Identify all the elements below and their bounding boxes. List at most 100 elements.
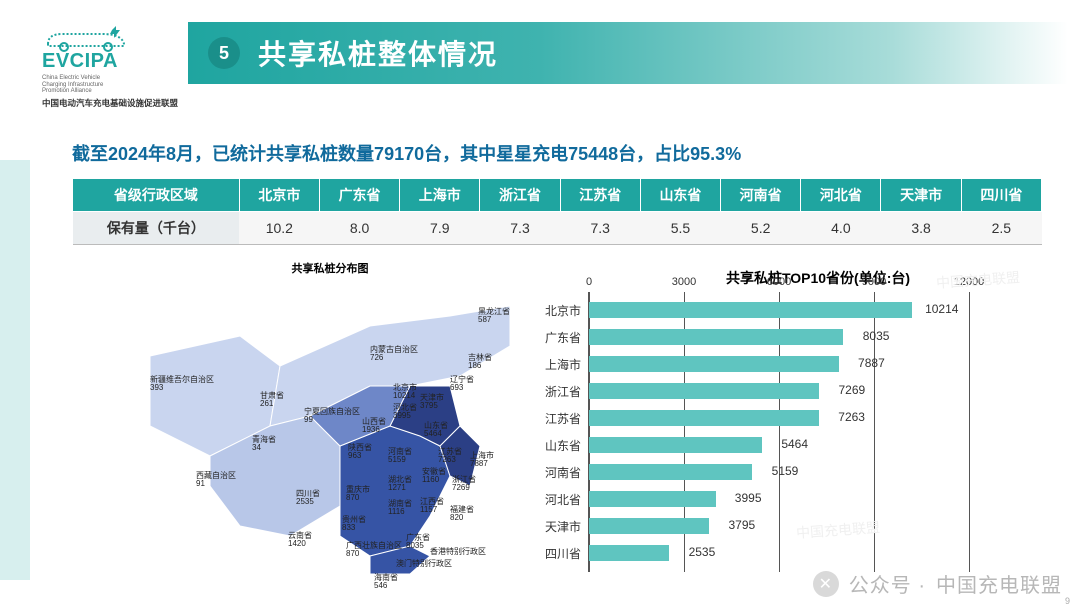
map-province-label: 云南省1420 xyxy=(288,532,312,548)
map-province-label: 澳门特别行政区 xyxy=(396,560,452,568)
map-province-label: 内蒙古自治区726 xyxy=(370,346,418,362)
chart-row: 天津市3795 xyxy=(589,512,709,540)
chart-value-label: 3795 xyxy=(728,518,755,532)
map-province-label: 广西壮族自治区870 xyxy=(346,542,402,558)
map-province-label: 甘肃省261 xyxy=(260,392,284,408)
chart-value-label: 7269 xyxy=(838,383,865,397)
watermark-text: 中国充电联盟 xyxy=(936,569,1062,598)
map-province-label: 福建省820 xyxy=(450,506,474,522)
chart-tick: 0 xyxy=(586,276,592,288)
chart-row-label: 四川省 xyxy=(523,545,587,562)
chart-row-label: 天津市 xyxy=(523,518,587,535)
map-province-label: 河南省5159 xyxy=(388,448,412,464)
table-col-header: 上海市 xyxy=(400,179,480,212)
table-cell: 2.5 xyxy=(961,212,1041,245)
chart-row: 江苏省7263 xyxy=(589,404,819,432)
table-cell: 4.0 xyxy=(801,212,881,245)
section-number-badge: 5 xyxy=(208,37,240,69)
summary-sentence: 截至2024年8月，已统计共享私桩数量79170台，其中星星充电75448台，占… xyxy=(72,140,741,166)
map-province-label: 陕西省963 xyxy=(348,444,372,460)
table-col-header: 河北省 xyxy=(801,179,881,212)
table-cell: 7.3 xyxy=(480,212,560,245)
chart-gridline xyxy=(969,292,970,572)
brand-zh: 中国电动汽车充电基础设施促进联盟 xyxy=(42,97,178,109)
map-province-label: 湖北省1271 xyxy=(388,476,412,492)
chart-value-label: 7887 xyxy=(858,356,885,370)
brand-logo: EVCIPA China Electric VehicleCharging In… xyxy=(42,24,182,109)
map-province-label: 浙江省7269 xyxy=(452,476,476,492)
chart-value-label: 8035 xyxy=(863,329,890,343)
chart-row-label: 山东省 xyxy=(523,437,587,454)
chart-row: 北京市10214 xyxy=(589,296,912,324)
chart-row: 四川省2535 xyxy=(589,539,669,567)
table-col-header: 山东省 xyxy=(640,179,720,212)
map-province-label: 贵州省833 xyxy=(342,516,366,532)
map-province-label: 吉林省186 xyxy=(468,354,492,370)
china-map: 黑龙江省587 内蒙古自治区726 吉林省186 辽宁省693 新疆维吾尔自治区393 甘… xyxy=(110,276,540,576)
chart-row: 河北省3995 xyxy=(589,485,716,513)
watermark-prefix: 公众号 · xyxy=(849,569,926,598)
table-cell: 7.9 xyxy=(400,212,480,245)
map-panel: 共享私桩分布图 黑龙江省587 内蒙古自治区726 吉林省186 辽宁省693 新疆维吾… xyxy=(110,260,550,580)
chart-bar: 5159 xyxy=(589,464,752,480)
map-province-label: 西藏自治区91 xyxy=(196,472,236,488)
chart-bar: 3995 xyxy=(589,491,716,507)
chart-bar: 7887 xyxy=(589,356,839,372)
page-title: 共享私桩整体情况 xyxy=(258,33,498,73)
table-cell: 10.2 xyxy=(239,212,319,245)
map-province-label: 江苏省7263 xyxy=(438,448,462,464)
map-province-label: 四川省2535 xyxy=(296,490,320,506)
chart-row-label: 上海市 xyxy=(523,356,587,373)
map-province-label: 江西省1157 xyxy=(420,498,444,514)
map-province-label: 重庆市870 xyxy=(346,486,370,502)
chart-row: 河南省5159 xyxy=(589,458,752,486)
map-province-label: 黑龙江省587 xyxy=(478,308,510,324)
map-province-label: 河北省3995 xyxy=(393,404,417,420)
chart-value-label: 2535 xyxy=(689,545,716,559)
province-table: 省级行政区域北京市广东省上海市浙江省江苏省山东省河南省河北省天津市四川省 保有量… xyxy=(72,178,1042,245)
map-province-label: 湖南省1116 xyxy=(388,500,412,516)
top10-barchart: 共享私桩TOP10省份(单位:台) 030006000900012000 北京市… xyxy=(588,268,1048,578)
map-province-label: 北京市10214 xyxy=(393,384,417,400)
map-province-label: 辽宁省693 xyxy=(450,376,474,392)
map-province-label: 天津市3795 xyxy=(420,394,444,410)
table-cell: 8.0 xyxy=(319,212,399,245)
map-province-label: 新疆维吾尔自治区393 xyxy=(150,376,214,392)
chart-row-label: 河北省 xyxy=(523,491,587,508)
map-province-label: 上海市7887 xyxy=(470,452,494,468)
table-cell: 3.8 xyxy=(881,212,961,245)
accent-stripe xyxy=(0,160,36,580)
chart-tick: 6000 xyxy=(767,276,791,288)
map-province-label: 安徽省1160 xyxy=(422,468,446,484)
table-col-header: 天津市 xyxy=(881,179,961,212)
chart-bar: 3795 xyxy=(589,518,709,534)
table-col-header: 广东省 xyxy=(319,179,399,212)
map-province-label: 山西省1936 xyxy=(362,418,386,434)
wechat-icon: ✕ xyxy=(813,571,839,597)
chart-bar: 8035 xyxy=(589,329,843,345)
chart-bar: 7269 xyxy=(589,383,819,399)
table-col-header: 四川省 xyxy=(961,179,1041,212)
chart-value-label: 7263 xyxy=(838,410,865,424)
header-band: 5 共享私桩整体情况 xyxy=(188,22,1068,84)
chart-row-label: 河南省 xyxy=(523,464,587,481)
map-title: 共享私桩分布图 xyxy=(110,260,550,276)
footer-watermark: ✕ 公众号 · 中国充电联盟 xyxy=(813,569,1062,598)
table-row-label: 保有量（千台） xyxy=(73,212,240,245)
chart-value-label: 10214 xyxy=(925,302,958,316)
chart-bar: 2535 xyxy=(589,545,669,561)
chart-bar: 7263 xyxy=(589,410,819,426)
table-corner: 省级行政区域 xyxy=(73,179,240,212)
table-col-header: 河南省 xyxy=(721,179,801,212)
map-province-label: 广东省8035 xyxy=(406,534,430,550)
map-province-label: 山东省5464 xyxy=(424,422,448,438)
brand-en: China Electric VehicleCharging Infrastru… xyxy=(42,75,103,95)
table-col-header: 浙江省 xyxy=(480,179,560,212)
map-province-label: 宁夏回族自治区99 xyxy=(304,408,360,424)
chart-value-label: 3995 xyxy=(735,491,762,505)
chart-value-label: 5159 xyxy=(772,464,799,478)
chart-row: 山东省5464 xyxy=(589,431,762,459)
chart-row-label: 广东省 xyxy=(523,329,587,346)
chart-value-label: 5464 xyxy=(781,437,808,451)
chart-row-label: 浙江省 xyxy=(523,383,587,400)
